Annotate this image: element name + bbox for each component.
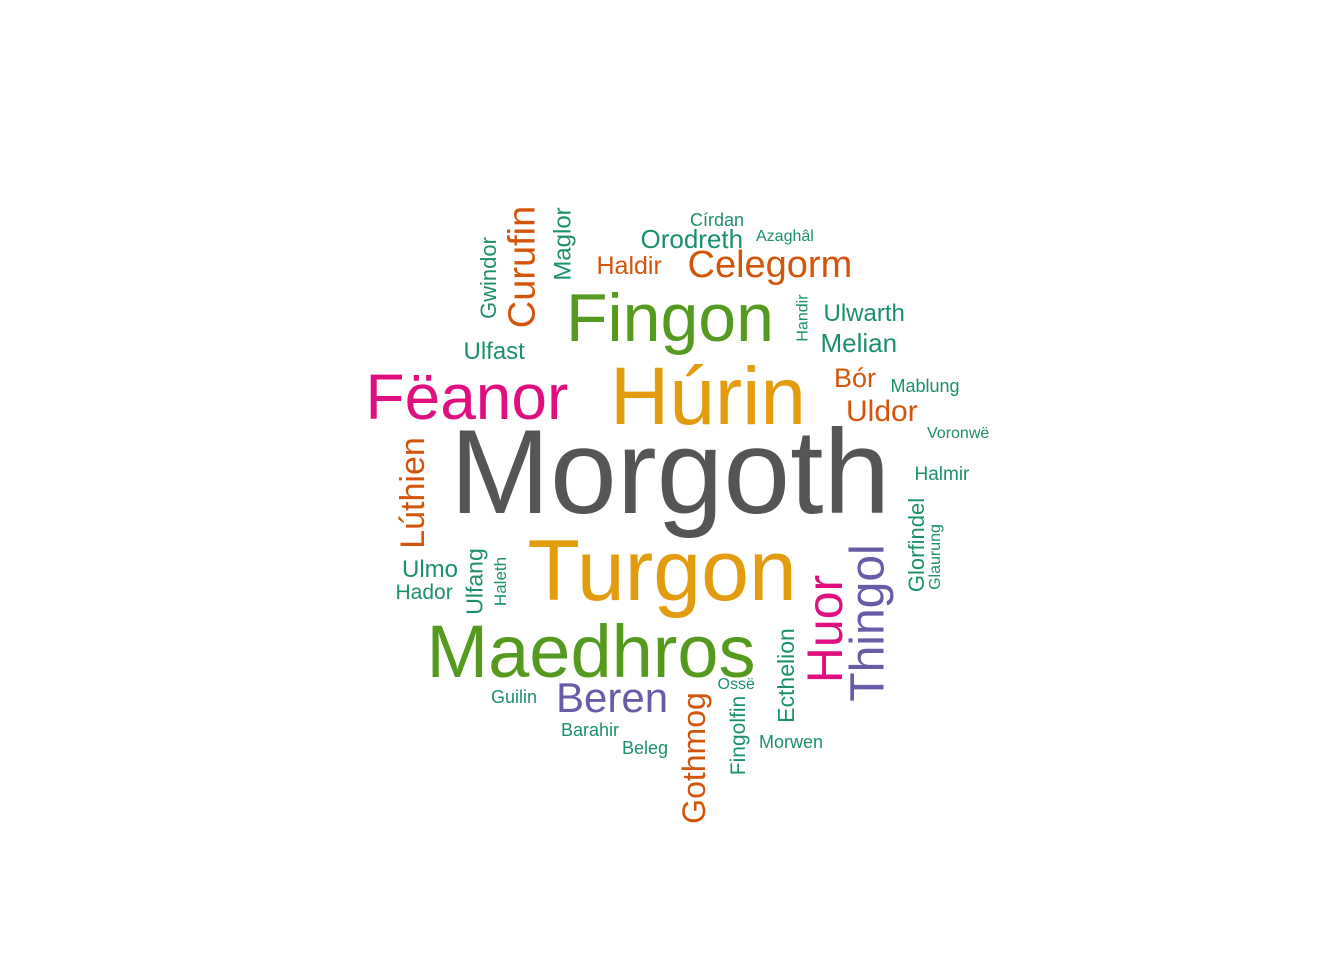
word-voronwe: Voronwë (927, 425, 990, 442)
word-feanor: Fëanor (365, 361, 569, 433)
word-osse: Ossë (717, 676, 755, 693)
word-ecthelion: Ecthelion (772, 627, 799, 723)
word-beren: Beren (556, 674, 669, 721)
word-curufin: Curufin (500, 205, 543, 329)
word-ulfang: Ulfang (461, 547, 488, 615)
word-turgon: Turgon (527, 523, 797, 619)
word-gwindor: Gwindor (475, 237, 501, 319)
word-fingon: Fingon (566, 280, 774, 356)
word-glaurung: Glaurung (926, 524, 944, 590)
word-haleth: Haleth (490, 556, 510, 606)
word-bor: Bór (834, 362, 877, 393)
word-barahir: Barahir (561, 720, 620, 740)
word-ulmo: Ulmo (402, 556, 459, 583)
word-hurin: Húrin (610, 351, 806, 442)
word-azaghal: Azaghâl (756, 228, 814, 245)
word-mablung: Mablung (890, 376, 960, 396)
word-luthien: Lúthien (393, 437, 432, 549)
word-maglor: Maglor (549, 207, 577, 281)
word-glorfindel: Glorfindel (904, 497, 930, 593)
word-orodreth: Orodreth (640, 224, 744, 254)
word-celegorm: Celegorm (687, 244, 853, 286)
word-fingolfin: Fingolfin (726, 695, 750, 775)
word-haldir: Haldir (596, 251, 662, 280)
word-gothmog: Gothmog (675, 692, 712, 824)
word-uldor: Uldor (846, 395, 918, 428)
word-morwen: Morwen (759, 732, 824, 752)
word-maedhros: Maedhros (426, 610, 756, 693)
word-cirdan: Círdan (690, 210, 745, 230)
word-melian: Melian (820, 328, 898, 358)
word-thingol: Thingol (841, 544, 895, 702)
word-ulwarth: Ulwarth (823, 300, 905, 327)
word-morgoth: Morgoth (450, 405, 891, 539)
word-handir: Handir (794, 294, 812, 342)
word-ulfast: Ulfast (463, 338, 525, 365)
word-halmir: Halmir (914, 463, 970, 485)
word-hador: Hador (395, 580, 453, 604)
word-guilin: Guilin (491, 687, 538, 707)
word-beleg: Beleg (622, 738, 669, 758)
